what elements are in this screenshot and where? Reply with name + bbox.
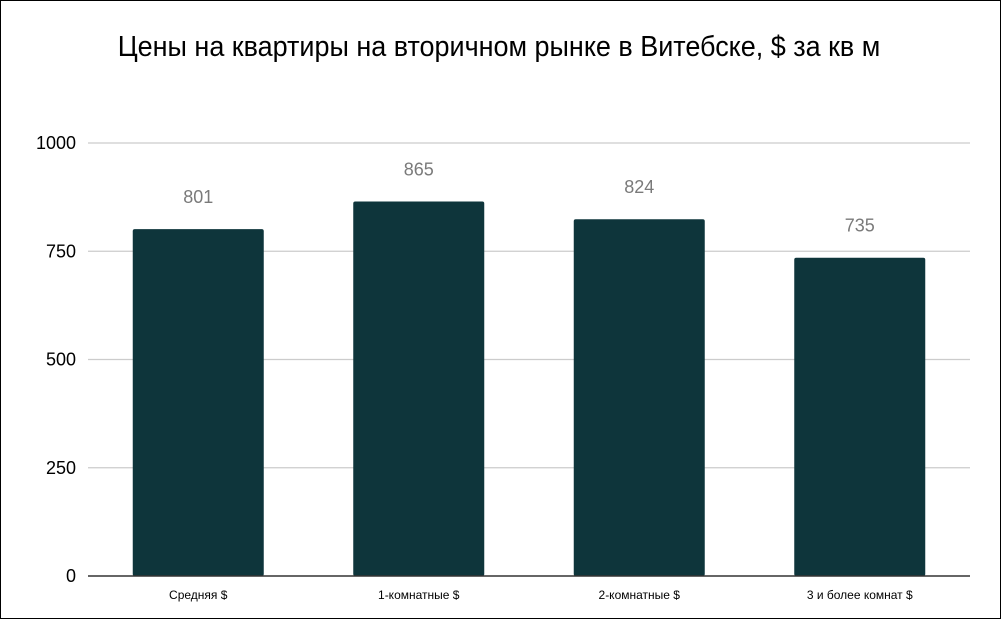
y-tick-label: 0 bbox=[66, 566, 76, 586]
data-labels: 801 865 824 735 bbox=[183, 159, 875, 235]
x-tick-label: 2-комнатные $ bbox=[599, 588, 681, 602]
x-axis-ticks: Средняя $ 1-комнатные $ 2-комнатные $ 3 и б… bbox=[169, 588, 913, 602]
bars bbox=[132, 201, 926, 577]
data-label: 865 bbox=[404, 159, 434, 179]
x-tick-label: Средняя $ bbox=[169, 588, 228, 602]
y-tick-label: 500 bbox=[46, 350, 76, 370]
y-tick-label: 1000 bbox=[36, 133, 76, 153]
y-tick-label: 250 bbox=[46, 458, 76, 478]
bar bbox=[132, 229, 264, 577]
x-tick-label: 3 и более комнат $ bbox=[807, 588, 913, 602]
data-label: 801 bbox=[183, 187, 213, 207]
data-label: 824 bbox=[624, 177, 654, 197]
y-tick-label: 750 bbox=[46, 241, 76, 261]
chart-title: Цены на квартиры на вторичном рынке в Ви… bbox=[117, 31, 881, 63]
y-axis-ticks: 0 250 500 750 1000 bbox=[36, 133, 76, 586]
bar bbox=[573, 219, 705, 576]
bar bbox=[353, 201, 485, 576]
data-label: 735 bbox=[845, 216, 875, 236]
bar bbox=[794, 257, 926, 576]
x-tick-label: 1-комнатные $ bbox=[378, 588, 460, 602]
